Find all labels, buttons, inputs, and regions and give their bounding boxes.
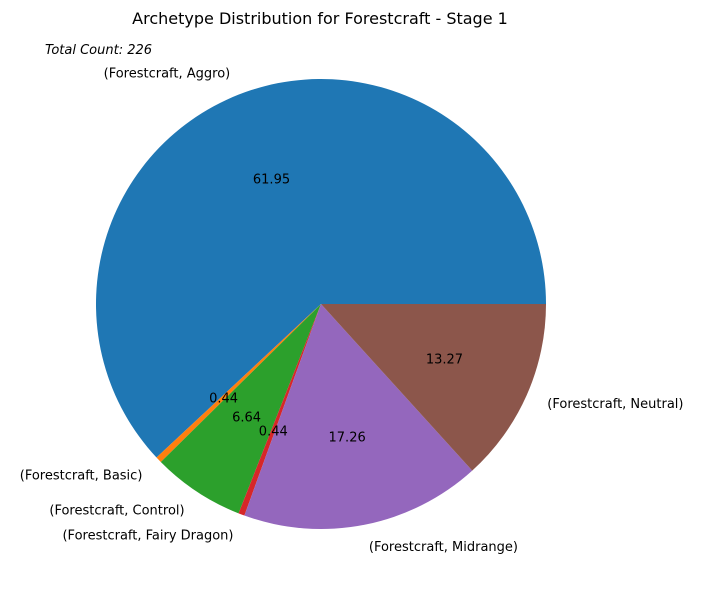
slices-group — [96, 79, 547, 529]
slice-label: (Forestcraft, Control) — [49, 504, 184, 519]
pie-slice-aggro — [96, 79, 547, 458]
labels-group: (Forestcraft, Aggro) 61.95 (Forestcraft, B… — [20, 67, 684, 555]
pie-slice-fairy-dragon — [238, 304, 321, 516]
slice-value-label: 0.44 — [259, 424, 288, 439]
slice-label: (Forestcraft, Neutral) — [547, 397, 683, 412]
pie-slice-midrange — [244, 304, 473, 529]
slice-label: (Forestcraft, Fairy Dragon) — [62, 529, 233, 544]
slice-label: (Forestcraft, Basic) — [20, 468, 143, 483]
slice-value-label: 6.64 — [232, 411, 261, 426]
slice-label: (Forestcraft, Aggro) — [104, 67, 231, 82]
chart-title: Archetype Distribution for Forestcraft -… — [132, 9, 508, 28]
slice-value-label: 0.44 — [209, 391, 238, 406]
pie-slice-neutral — [321, 304, 546, 471]
total-count-annotation: Total Count: 226 — [45, 43, 152, 58]
pie-slice-basic — [156, 304, 321, 462]
slice-value-label: 61.95 — [253, 172, 290, 187]
slice-label: (Forestcraft, Midrange) — [369, 540, 518, 555]
slice-value-label: 17.26 — [329, 430, 366, 445]
pie-slice-control — [160, 304, 321, 514]
slice-value-label: 13.27 — [426, 353, 463, 368]
